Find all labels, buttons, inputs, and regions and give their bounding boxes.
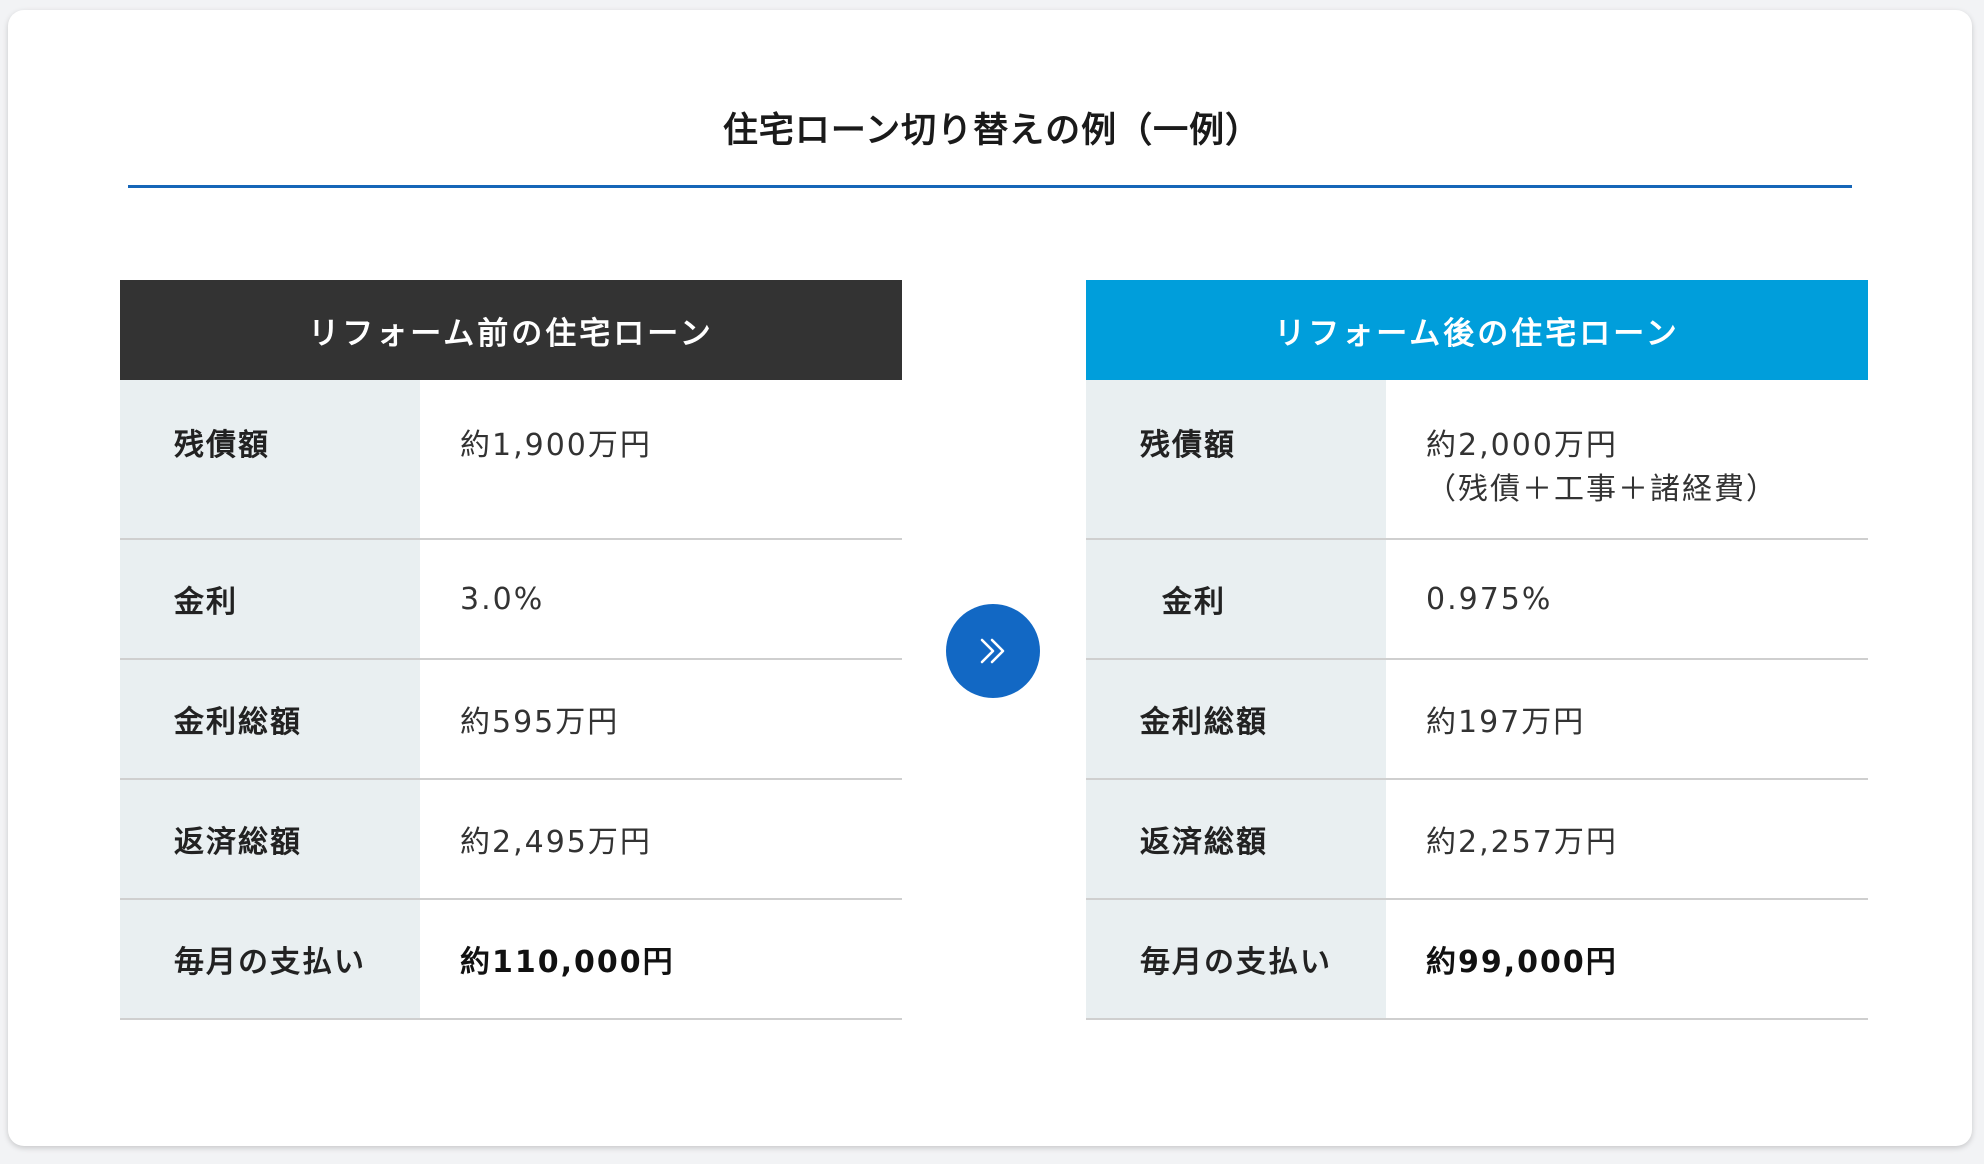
table-row: 金利 3.0%: [120, 540, 902, 660]
row-label: 金利: [120, 540, 420, 658]
after-table-header: リフォーム後の住宅ローン: [1086, 280, 1868, 380]
row-value: 3.0%: [460, 581, 545, 617]
row-label: 金利: [1086, 540, 1386, 658]
row-label: 返済総額: [1086, 780, 1386, 898]
row-value: 約2,000万円 （残債＋工事＋諸経費）: [1386, 380, 1868, 538]
row-value: 約2,495万円: [460, 825, 652, 860]
row-label: 残債額: [1086, 380, 1386, 538]
table-row: 金利総額 約595万円: [120, 660, 902, 780]
row-label: 金利総額: [1086, 660, 1386, 778]
row-value: 約2,257万円: [1426, 825, 1618, 860]
row-value: 0.975%: [1426, 581, 1553, 617]
row-value-line: 約2,000万円: [1426, 428, 1618, 463]
table-row: 金利総額 約197万円: [1086, 660, 1868, 780]
row-value: 約110,000円: [460, 945, 675, 980]
row-value-line: 約1,900万円: [460, 428, 652, 463]
before-loan-table: リフォーム前の住宅ローン 残債額 約1,900万円 金利 3.0% 金利総額 約…: [120, 280, 902, 1020]
row-value: 約595万円: [460, 705, 620, 740]
title-underline: [128, 185, 1852, 188]
table-row: 残債額 約1,900万円: [120, 380, 902, 540]
page-title: 住宅ローン切り替えの例（一例）: [722, 111, 1262, 151]
table-row: 返済総額 約2,257万円: [1086, 780, 1868, 900]
row-label: 残債額: [120, 380, 420, 538]
after-loan-table: リフォーム後の住宅ローン 残債額 約2,000万円 （残債＋工事＋諸経費） 金利…: [1086, 280, 1868, 1020]
table-row: 毎月の支払い 約110,000円: [120, 900, 902, 1020]
row-label: 毎月の支払い: [1086, 900, 1386, 1018]
row-value: 約99,000円: [1426, 945, 1618, 980]
before-table-header: リフォーム前の住宅ローン: [120, 280, 902, 380]
table-row: 毎月の支払い 約99,000円: [1086, 900, 1868, 1020]
row-label: 返済総額: [120, 780, 420, 898]
row-label: 毎月の支払い: [120, 900, 420, 1018]
table-row: 残債額 約2,000万円 （残債＋工事＋諸経費）: [1086, 380, 1868, 540]
double-chevron-right-icon: [946, 604, 1040, 698]
table-row: 金利 0.975%: [1086, 540, 1868, 660]
double-chevron-right-icon-glyph: [980, 638, 1005, 664]
row-value: 約197万円: [1426, 705, 1586, 740]
table-row: 返済総額 約2,495万円: [120, 780, 902, 900]
row-label: 金利総額: [120, 660, 420, 778]
row-value-note: （残債＋工事＋諸経費）: [1426, 472, 1778, 507]
row-value: 約1,900万円: [420, 380, 902, 538]
